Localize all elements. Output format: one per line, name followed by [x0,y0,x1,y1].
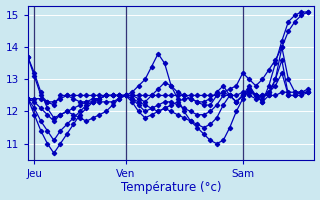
X-axis label: Température (°c): Température (°c) [121,181,221,194]
